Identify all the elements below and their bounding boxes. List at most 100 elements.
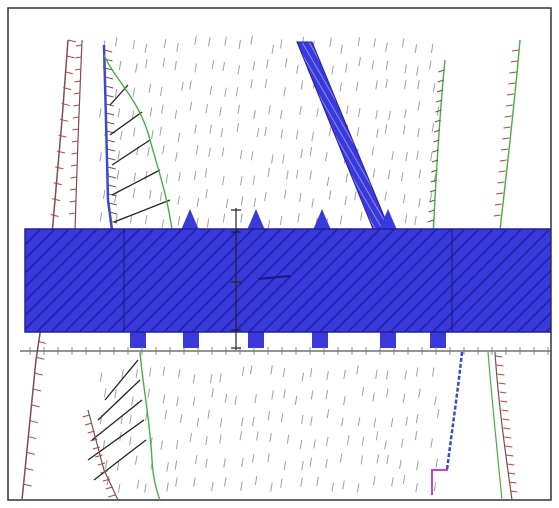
rock-dash — [296, 64, 299, 74]
rock-dash — [254, 394, 257, 404]
rock-dash — [329, 37, 332, 47]
fault-tick — [503, 427, 511, 430]
fault-tick — [71, 140, 79, 143]
rock-dash — [387, 170, 391, 180]
fault-tick — [108, 494, 116, 498]
rock-dash — [283, 389, 286, 399]
rock-dash — [205, 458, 208, 468]
fault-tick — [70, 164, 78, 167]
rock-dash — [414, 215, 417, 226]
rock-dash — [385, 42, 388, 52]
rock-dash — [309, 368, 313, 378]
strip-tick — [109, 220, 118, 224]
fault-tick — [506, 454, 514, 457]
fault-tick — [511, 49, 519, 52]
rock-dash — [331, 482, 334, 492]
fault-tick — [58, 134, 67, 138]
rock-dash — [256, 128, 260, 138]
rock-dash — [299, 440, 303, 450]
rock-dash — [144, 483, 147, 493]
rock-dash — [222, 213, 226, 223]
rock-dash — [116, 170, 120, 180]
rock-dash — [133, 172, 136, 182]
rock-dash — [286, 170, 289, 180]
rock-dash — [404, 214, 408, 224]
rock-dash — [375, 110, 378, 120]
rock-dash — [206, 218, 210, 228]
contour-tick — [433, 129, 441, 133]
rock-dash — [99, 108, 102, 118]
rock-dash — [341, 417, 344, 427]
rock-dash — [211, 388, 214, 398]
lower-triangle-hatch — [82, 359, 147, 500]
fault-tick — [75, 44, 82, 47]
rock-dash — [309, 457, 313, 467]
rock-dash — [149, 107, 153, 117]
rock-dash — [135, 369, 139, 379]
rock-dash — [175, 439, 179, 450]
rock-dash — [132, 188, 136, 199]
upper-triangle-hatch — [102, 44, 171, 231]
contour-tick — [430, 179, 437, 183]
rock-dash — [181, 81, 184, 91]
rock-dash — [384, 440, 387, 450]
fault-tick — [73, 92, 80, 95]
pipe-band — [24, 228, 551, 333]
rock-dash — [402, 125, 406, 135]
rock-dash — [361, 436, 365, 446]
rock-dash — [114, 389, 117, 399]
green-curve — [103, 54, 173, 231]
triangle-hatch — [104, 359, 139, 401]
green-curve — [487, 351, 503, 500]
rock-dash — [385, 60, 389, 71]
fault-tick — [92, 446, 100, 450]
contour-tick — [436, 99, 443, 103]
rock-dash — [235, 87, 239, 97]
rock-dash — [151, 130, 154, 140]
rock-dash — [384, 124, 388, 134]
rock-dash — [165, 174, 169, 184]
fault-tick — [497, 181, 505, 184]
rock-dash — [301, 372, 305, 382]
rock-dash — [240, 417, 244, 427]
rock-dash — [220, 128, 224, 138]
fault-tick — [510, 490, 518, 493]
contour-tick — [433, 139, 440, 143]
fault-tick — [68, 212, 76, 215]
fault-tick — [69, 188, 77, 191]
rock-dash — [403, 79, 407, 89]
fault-tick — [52, 198, 61, 202]
rock-dash — [299, 192, 302, 202]
rock-dash — [402, 475, 406, 485]
contour-tick — [429, 189, 437, 193]
rock-dash — [339, 82, 343, 92]
triangle-hatch — [91, 399, 143, 441]
rock-dash — [300, 477, 303, 487]
fault-tick — [25, 467, 34, 471]
rock-dash — [164, 410, 168, 420]
rock-dash — [267, 453, 270, 463]
rock-dash — [418, 169, 422, 179]
rock-dash — [391, 477, 394, 487]
rock-dash — [194, 35, 197, 45]
fault-tick — [499, 159, 507, 162]
green-weathering-contour — [103, 54, 173, 500]
rock-dash — [294, 395, 298, 405]
rock-dash — [386, 454, 389, 465]
rock-dash — [195, 145, 199, 155]
rock-dash — [106, 475, 110, 486]
fault-tick — [28, 436, 37, 440]
rock-dash — [402, 194, 406, 204]
flange-bottom — [380, 332, 396, 348]
rock-dash — [282, 154, 285, 164]
rock-dash — [175, 477, 178, 487]
rock-dash — [174, 61, 177, 71]
rock-dash — [354, 191, 357, 201]
strip-tick — [107, 157, 116, 161]
rock-dash — [224, 36, 227, 46]
rock-dash — [431, 123, 435, 133]
rock-dash — [176, 42, 179, 52]
rock-dash — [135, 63, 138, 73]
fault-tick — [50, 213, 59, 217]
rock-dash — [357, 417, 361, 427]
